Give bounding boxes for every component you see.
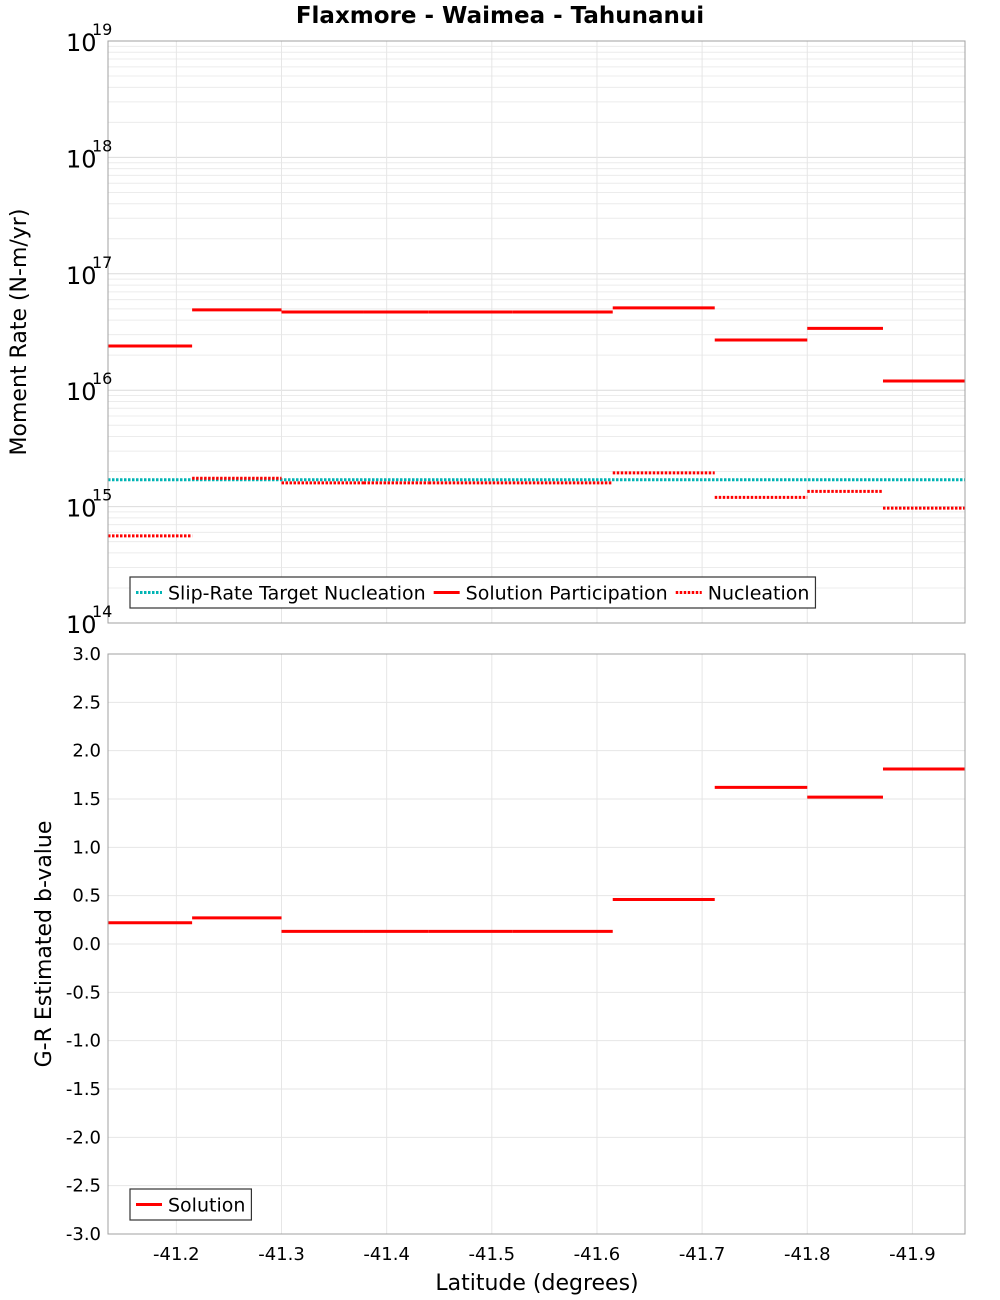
y-tick-label: 2.0 [72,741,101,762]
y-tick-label-base: 10 [66,29,97,57]
y-tick-label-exponent: 17 [92,253,112,272]
series-nucleation [108,471,965,538]
legend-label-slip-rate-target-nucleation: Slip-Rate Target Nucleation [168,583,426,605]
y-tick-label-base: 10 [66,378,97,406]
y-tick-label: 0.0 [72,934,101,955]
y-tick-label: 1.5 [72,789,101,810]
moment-rate-series [108,306,965,538]
legend-label-solution-participation: Solution Participation [466,583,668,605]
x-tick-label: -41.7 [679,1244,726,1265]
y-tick-label-base: 10 [66,145,97,173]
y-tick-label: 0.5 [72,886,101,907]
moment-rate-legend: Slip-Rate Target Nucleation Solution Part… [129,576,817,609]
moment-rate-plot-area [108,41,965,623]
y-tick-label: -0.5 [66,982,101,1003]
chart-title: Flaxmore - Waimea - Tahunanui [296,3,704,29]
y-tick-label: -1.5 [66,1079,101,1100]
y-tick-label: -1.0 [66,1031,101,1052]
b-value-legend: Solution [129,1188,253,1221]
y-tick-label-exponent: 15 [92,486,112,505]
series-solution-participation [108,306,965,383]
y-tick-label-exponent: 18 [92,136,112,155]
legend-label-solution: Solution [168,1195,245,1217]
b-value-y-tick-labels: -3.0 -2.5 -2.0 -1.5 -1.0 -0.5 0.0 0.5 1.0 1.5 2.0 2… [66,644,101,1245]
x-tick-labels: -41.2 -41.3 -41.4 -41.5 -41.6 -41.7 -41.8 -41.9 [153,1244,936,1265]
moment-rate-grid [108,40,965,624]
x-tick-label: -41.3 [258,1244,305,1265]
y-tick-label-exponent: 16 [92,369,112,388]
b-value-y-axis-label: G-R Estimated b-value [32,821,57,1068]
y-tick-label: 3.0 [72,644,101,665]
x-tick-label: -41.5 [469,1244,516,1265]
y-tick-label: -2.5 [66,1176,101,1197]
y-tick-label-base: 10 [66,495,97,523]
y-tick-label-exponent: 14 [92,602,112,621]
moment-rate-y-axis-label: Moment Rate (N-m/yr) [7,209,32,456]
b-value-grid [108,653,965,1235]
y-tick-label-base: 10 [66,262,97,290]
y-tick-label: 1.0 [72,837,101,858]
legend-label-nucleation: Nucleation [708,583,810,605]
b-value-series [108,767,965,933]
y-tick-label: -2.0 [66,1127,101,1148]
y-tick-label-exponent: 19 [92,20,112,39]
y-tick-label-base: 10 [66,611,97,639]
x-tick-label: -41.4 [363,1244,410,1265]
b-value-plot-border [107,653,966,1235]
series-solution [108,767,965,933]
b-value-panel: -3.0 -2.5 -2.0 -1.5 -1.0 -0.5 0.0 0.5 1.0 1.5 2.0 2… [32,644,966,1245]
moment-rate-plot-border [107,40,966,624]
x-tick-label: -41.2 [153,1244,200,1265]
y-tick-label: 2.5 [72,692,101,713]
x-tick-label: -41.6 [574,1244,621,1265]
x-axis-label: Latitude (degrees) [435,1271,638,1296]
x-tick-label: -41.8 [784,1244,831,1265]
y-tick-label: -3.0 [66,1224,101,1245]
x-tick-label: -41.9 [889,1244,936,1265]
